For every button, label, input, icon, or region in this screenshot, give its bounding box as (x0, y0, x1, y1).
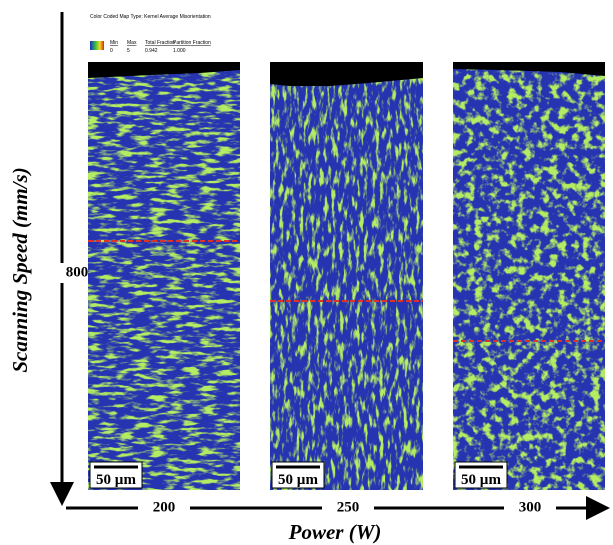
legend: Color Coded Map Type: Kernel Average Mis… (90, 14, 211, 54)
legend-value: 0.942 (145, 48, 158, 54)
y-axis-label: Scanning Speed (mm/s) (8, 167, 32, 372)
legend-value: 5 (127, 48, 130, 54)
legend-value: 1.000 (173, 48, 186, 54)
tick-gap (138, 499, 190, 517)
legend-header: Total Fraction (145, 40, 175, 46)
panel: 50 µm (270, 62, 423, 490)
legend-header: Partition Fraction (173, 40, 211, 46)
scale-bar-label: 50 µm (278, 472, 318, 488)
panel: 50 µm (453, 62, 605, 490)
x-tick-label: 200 (153, 499, 176, 515)
panel: 50 µm (88, 62, 240, 490)
scale-bar-label: 50 µm (96, 472, 136, 488)
legend-header: Max (127, 40, 137, 46)
tick-gap (50, 263, 74, 283)
legend-title: Color Coded Map Type: Kernel Average Mis… (90, 14, 211, 20)
x-tick-label: 300 (519, 499, 542, 515)
map-top (270, 62, 423, 86)
scale-bar-label: 50 µm (461, 472, 501, 488)
x-axis-label: Power (W) (288, 520, 382, 544)
y-tick-label: 800 (66, 264, 89, 280)
map-texture (270, 62, 423, 490)
map-texture (453, 62, 605, 490)
color-bar (90, 41, 104, 50)
map-texture (88, 62, 240, 490)
legend-header: Min (110, 40, 118, 46)
legend-value: 0 (110, 48, 113, 54)
x-tick-label: 250 (337, 499, 360, 515)
map-top (88, 62, 240, 78)
map-top (453, 62, 605, 76)
tick-gap (504, 499, 556, 517)
tick-gap (322, 499, 374, 517)
